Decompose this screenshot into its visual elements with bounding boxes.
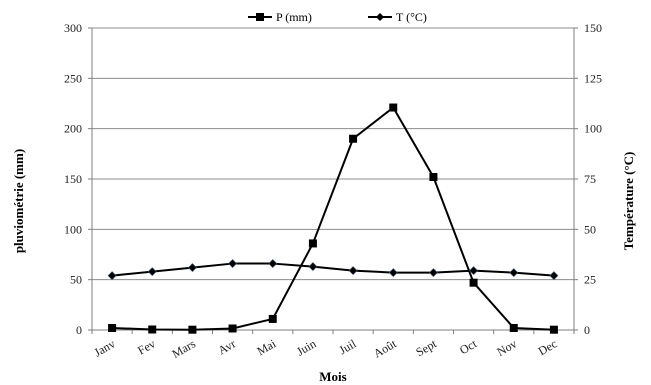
x-tick-label: Mars — [170, 336, 199, 361]
right-tick-label: 50 — [584, 222, 596, 236]
x-axis-ticks: Janv Fev Mars Avr Mai Juin Juil Août Sept Oct Nov D… — [91, 330, 575, 361]
x-tick-label: Oct — [457, 336, 480, 357]
data-point-diamond — [228, 259, 238, 268]
series-line — [111, 262, 554, 277]
data-point-square — [389, 103, 398, 112]
data-point-square — [349, 134, 358, 143]
right-tick-label: 0 — [584, 323, 590, 337]
data-point-square — [308, 239, 317, 248]
left-tick-label: 100 — [64, 222, 82, 236]
data-point-square — [108, 323, 117, 332]
legend-item-precipitation: P (mm) — [248, 10, 312, 24]
data-point-square — [509, 323, 518, 332]
y-axis-left-title: pluviométrie (mm) — [11, 149, 26, 253]
left-tick-label: 250 — [64, 71, 82, 85]
legend: P (mm) T (°C) — [248, 10, 427, 24]
data-point-square — [148, 325, 157, 334]
data-point-diamond — [549, 271, 559, 281]
x-axis-title: Mois — [319, 369, 346, 384]
left-axis-ticks: 0 50 100 150 200 250 300 — [64, 21, 92, 337]
data-point-diamond — [107, 271, 117, 281]
right-tick-label: 25 — [584, 273, 596, 287]
series-line — [112, 106, 554, 331]
data-point-diamond — [187, 263, 197, 273]
left-tick-label: 300 — [64, 21, 82, 35]
right-tick-label: 125 — [584, 71, 602, 85]
x-tick-label: Août — [371, 336, 399, 360]
data-point-diamond — [469, 266, 479, 276]
data-point-diamond — [348, 266, 358, 276]
data-point-square — [549, 325, 558, 334]
x-tick-label: Sept — [413, 336, 439, 359]
right-axis-ticks: 0 25 50 75 100 125 150 — [574, 21, 602, 337]
data-point-diamond — [388, 268, 398, 278]
legend-label-precipitation: P (mm) — [276, 10, 312, 24]
x-tick-label: Juil — [337, 336, 360, 357]
left-tick-label: 200 — [64, 122, 82, 136]
x-tick-label: Nov — [494, 336, 519, 358]
data-point-diamond — [428, 268, 438, 278]
series-precipitation — [108, 103, 558, 334]
x-tick-label: Dec — [536, 336, 560, 358]
data-point-diamond — [147, 267, 157, 277]
data-point-diamond — [509, 268, 519, 278]
series-temperature — [107, 259, 559, 281]
y-axis-right-title: Température (°C) — [621, 152, 636, 251]
right-tick-label: 150 — [584, 21, 602, 35]
right-tick-label: 75 — [584, 172, 596, 186]
left-tick-label: 0 — [76, 323, 82, 337]
data-point-diamond — [268, 259, 278, 268]
series-layer — [107, 103, 559, 334]
left-tick-label: 150 — [64, 172, 82, 186]
data-point-square — [429, 172, 438, 181]
right-tick-label: 100 — [584, 122, 602, 136]
x-tick-label: Fev — [135, 336, 158, 357]
data-point-diamond — [308, 262, 318, 272]
data-point-square — [188, 325, 197, 334]
data-point-square — [268, 314, 277, 323]
legend-item-temperature: T (°C) — [368, 10, 427, 24]
legend-marker-diamond — [376, 13, 384, 21]
x-tick-label: Juin — [294, 336, 318, 358]
legend-label-temperature: T (°C) — [396, 10, 427, 24]
grid-layer — [92, 27, 574, 281]
x-tick-label: Mai — [254, 336, 278, 358]
left-tick-label: 50 — [70, 273, 82, 287]
legend-marker-square — [256, 13, 264, 21]
data-point-square — [228, 324, 237, 333]
x-tick-label: Janv — [92, 336, 118, 359]
data-point-square — [469, 278, 478, 287]
x-tick-label: Avr — [216, 336, 238, 357]
